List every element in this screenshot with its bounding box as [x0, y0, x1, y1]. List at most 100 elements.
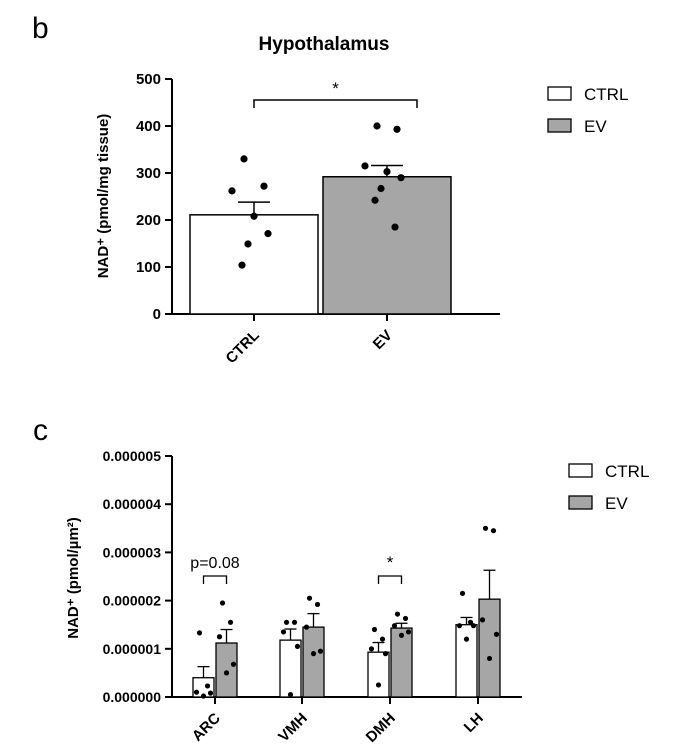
chart-c-ylabel: NAD⁺ (pmol/µm²)	[65, 517, 82, 639]
chart-b-y-tick-label: 100	[136, 259, 161, 276]
chart-c: NAD⁺ (pmol/µm²) 0.000000 0.000001 0.000002…	[65, 448, 649, 746]
chart-c-data-point	[479, 617, 486, 623]
chart-c-x-tick-label: DMH	[363, 710, 399, 746]
chart-c-annotation-bracket	[202, 575, 228, 584]
chart-c-bar-lh-ev	[478, 598, 501, 698]
chart-c-data-point	[200, 693, 207, 699]
chart-c-data-point	[216, 634, 223, 640]
chart-c-data-point	[193, 689, 200, 695]
chart-b-bar-ctrl	[189, 214, 319, 315]
chart-b-y-tick-label: 300	[136, 165, 161, 182]
chart-c-y-tick-label: 0.000003	[103, 544, 162, 560]
chart-b-data-point	[238, 261, 246, 269]
chart-b-data-point	[373, 122, 381, 130]
chart-b-y-tick-label: 500	[136, 71, 161, 88]
chart-b-data-point	[391, 223, 399, 231]
chart-c-data-point	[219, 600, 226, 606]
chart-b: Hypothalamus NAD⁺ (pmol/mg tissue) 0 100 2…	[95, 34, 628, 367]
chart-c-data-point	[280, 629, 287, 635]
chart-c-annotation-bracket	[377, 575, 403, 584]
chart-b-data-point	[250, 212, 258, 220]
chart-c-legend-ev-label: EV	[605, 494, 628, 513]
chart-c-data-point	[382, 651, 389, 657]
chart-c-data-point	[402, 615, 409, 622]
chart-c-data-point	[207, 690, 214, 696]
chart-c-legend-ctrl-label: CTRL	[605, 462, 649, 481]
chart-c-data-point	[303, 624, 310, 630]
chart-c-y-tick-label: 0.000000	[103, 689, 162, 705]
chart-c-data-point	[391, 623, 398, 629]
chart-b-data-point	[383, 167, 391, 176]
chart-b-legend-ev-swatch	[547, 118, 572, 133]
chart-c-data-point	[375, 682, 382, 688]
chart-b-legend-ctrl-swatch	[547, 86, 572, 101]
chart-c-data-point	[459, 590, 466, 596]
chart-c-annotation-label: p=0.08	[190, 555, 239, 572]
chart-b-data-point	[244, 240, 252, 248]
chart-b-x-tick-label: CTRL	[223, 327, 263, 367]
chart-c-data-point	[463, 636, 470, 642]
chart-c-data-point	[294, 643, 301, 649]
chart-c-data-point	[493, 631, 500, 637]
chart-c-data-point	[291, 619, 298, 625]
chart-c-data-point	[398, 632, 405, 638]
chart-c-bar-dmh-ev	[390, 627, 413, 698]
chart-c-bar-lh-ctrl	[455, 624, 478, 698]
chart-b-ylabel: NAD⁺ (pmol/mg tissue)	[95, 114, 112, 279]
chart-c-x-tick-label: ARC	[189, 710, 224, 745]
chart-b-data-point	[361, 162, 369, 170]
chart-c-data-point	[482, 525, 489, 531]
chart-b-significance-label: *	[332, 79, 339, 98]
chart-b-bar-ev	[322, 176, 452, 315]
chart-c-data-point	[230, 661, 237, 667]
panel-c-letter: c	[33, 414, 48, 447]
chart-b-ylabel-group: NAD⁺ (pmol/mg tissue)	[95, 114, 112, 279]
chart-c-data-point	[486, 655, 493, 662]
chart-b-y-tick-label: 200	[136, 212, 161, 229]
chart-b-legend-ev-label: EV	[584, 117, 607, 136]
chart-b-data-point	[397, 174, 405, 182]
chart-c-data-point	[223, 670, 230, 676]
chart-b-marks: 0 100 200 300 400 500 CTRL EV *	[136, 71, 500, 367]
chart-c-data-point	[470, 623, 477, 629]
chart-c-data-point	[287, 691, 294, 698]
chart-c-data-point	[490, 528, 497, 534]
chart-c-bar-arc-ev	[215, 642, 238, 698]
panel-b-letter: b	[32, 12, 49, 45]
chart-c-legend-ev-swatch	[568, 495, 593, 510]
chart-c-y-tick-label: 0.000004	[103, 496, 162, 512]
chart-c-data-point	[227, 619, 234, 625]
chart-c-bar-dmh-ctrl	[367, 651, 390, 698]
chart-c-x-tick-label: VMH	[275, 710, 311, 746]
chart-b-data-point	[264, 230, 272, 238]
chart-c-data-point	[204, 683, 211, 689]
chart-b-legend-ctrl-label: CTRL	[584, 85, 628, 104]
chart-b-data-point	[371, 196, 379, 204]
chart-b-data-point	[240, 155, 248, 163]
chart-c-data-point	[310, 651, 317, 657]
chart-c-annotation-label: *	[387, 553, 394, 572]
chart-b-data-point	[260, 182, 268, 190]
chart-c-data-point	[317, 648, 324, 654]
chart-b-title: Hypothalamus	[259, 34, 390, 55]
chart-c-legend-ctrl-swatch	[568, 463, 593, 478]
chart-c-y-tick-label: 0.000001	[103, 641, 162, 657]
chart-c-bar-vmh-ev	[302, 626, 325, 698]
chart-c-data-point	[379, 636, 386, 642]
chart-b-y-tick-label: 400	[136, 118, 161, 135]
chart-c-y-tick-label: 0.000005	[103, 448, 162, 464]
chart-b-data-point	[393, 125, 401, 133]
chart-c-data-point	[394, 611, 401, 617]
chart-c-y-tick-label: 0.000002	[103, 593, 162, 609]
chart-b-x-tick-label: EV	[370, 327, 396, 353]
chart-c-data-point	[306, 595, 313, 601]
chart-c-data-point	[283, 619, 290, 625]
chart-c-data-point	[314, 601, 321, 608]
chart-c-marks: 0.000000 0.000001 0.000002 0.000003 0.000004…	[103, 448, 522, 746]
chart-b-y-tick-label: 0	[153, 306, 161, 323]
chart-c-data-point	[196, 630, 203, 636]
chart-c-data-point	[405, 629, 412, 635]
chart-b-data-point	[228, 187, 236, 195]
chart-c-data-point	[467, 619, 474, 625]
